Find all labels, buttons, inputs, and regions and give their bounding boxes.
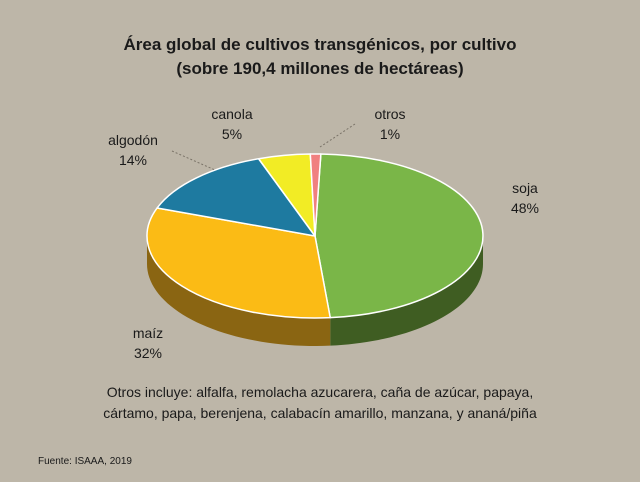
- pie-tops: [146, 153, 484, 319]
- leader-line-otros: [319, 123, 356, 148]
- slice-label-otros: otros: [374, 106, 405, 122]
- slice-label-algodón: algodón: [108, 132, 158, 148]
- slice-label-soja: soja: [512, 180, 538, 196]
- chart-note-line-2: cártamo, papa, berenjena, calabacín amar…: [103, 405, 537, 421]
- slice-value-soja: 48%: [511, 200, 539, 216]
- slice-value-algodón: 14%: [119, 152, 147, 168]
- pie-sides: [147, 236, 483, 346]
- pie-slice-otros: [309, 153, 322, 237]
- leader-line-algodón: [171, 150, 216, 171]
- slice-value-canola: 5%: [222, 126, 242, 142]
- chart-source: Fuente: ISAAA, 2019: [38, 456, 132, 467]
- pie-slice-algodón: [156, 158, 316, 237]
- pie-side-maíz: [147, 236, 331, 346]
- pie-slice-maíz: [146, 207, 331, 319]
- pie-labels: soja 48% maíz 32% algodón 14% canola 5% otros 1%: [108, 106, 539, 361]
- slice-label-maíz: maíz: [133, 325, 163, 341]
- chart-subtitle: (sobre 190,4 millones de hectáreas): [176, 59, 464, 78]
- chart-title: Área global de cultivos transgénicos, po…: [123, 35, 517, 54]
- slice-value-otros: 1%: [380, 126, 400, 142]
- chart-note-line-1: Otros incluye: alfalfa, remolacha azucar…: [106, 384, 534, 400]
- slice-value-maíz: 32%: [134, 345, 162, 361]
- pie-side-soja: [330, 236, 483, 346]
- slice-label-canola: canola: [211, 106, 252, 122]
- pie-slice-soja: [314, 153, 484, 319]
